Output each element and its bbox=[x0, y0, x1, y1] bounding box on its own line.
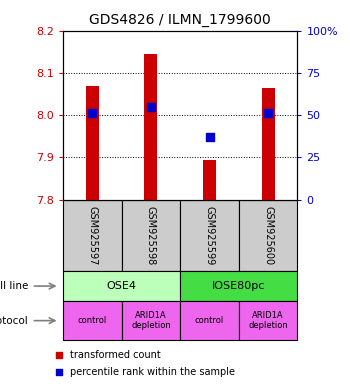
FancyBboxPatch shape bbox=[239, 200, 298, 271]
Text: transformed count: transformed count bbox=[70, 350, 161, 360]
FancyBboxPatch shape bbox=[122, 200, 180, 271]
Bar bbox=[203, 161, 216, 200]
Text: control: control bbox=[78, 316, 107, 325]
FancyBboxPatch shape bbox=[63, 271, 180, 301]
Point bbox=[90, 109, 95, 116]
Text: IOSE80pc: IOSE80pc bbox=[212, 281, 266, 291]
Bar bbox=[145, 54, 158, 200]
Point bbox=[148, 104, 154, 110]
FancyBboxPatch shape bbox=[180, 271, 298, 301]
FancyBboxPatch shape bbox=[122, 301, 180, 340]
Text: GSM925600: GSM925600 bbox=[263, 206, 273, 265]
Bar bbox=[262, 88, 275, 200]
Point bbox=[207, 134, 212, 140]
Point bbox=[57, 369, 62, 376]
Text: GSM925598: GSM925598 bbox=[146, 205, 156, 265]
Title: GDS4826 / ILMN_1799600: GDS4826 / ILMN_1799600 bbox=[89, 13, 271, 27]
Text: cell line: cell line bbox=[0, 281, 28, 291]
Point bbox=[57, 352, 62, 358]
Text: ARID1A
depletion: ARID1A depletion bbox=[248, 311, 288, 330]
FancyBboxPatch shape bbox=[63, 301, 122, 340]
FancyBboxPatch shape bbox=[63, 200, 122, 271]
FancyBboxPatch shape bbox=[239, 301, 298, 340]
Text: OSE4: OSE4 bbox=[107, 281, 136, 291]
FancyBboxPatch shape bbox=[180, 200, 239, 271]
FancyBboxPatch shape bbox=[180, 301, 239, 340]
Text: ARID1A
depletion: ARID1A depletion bbox=[131, 311, 171, 330]
Text: percentile rank within the sample: percentile rank within the sample bbox=[70, 367, 235, 377]
Text: GSM925599: GSM925599 bbox=[204, 205, 215, 265]
Bar bbox=[86, 86, 99, 200]
Text: GSM925597: GSM925597 bbox=[87, 205, 97, 265]
Text: protocol: protocol bbox=[0, 316, 28, 326]
Text: control: control bbox=[195, 316, 224, 325]
Point bbox=[265, 109, 271, 116]
